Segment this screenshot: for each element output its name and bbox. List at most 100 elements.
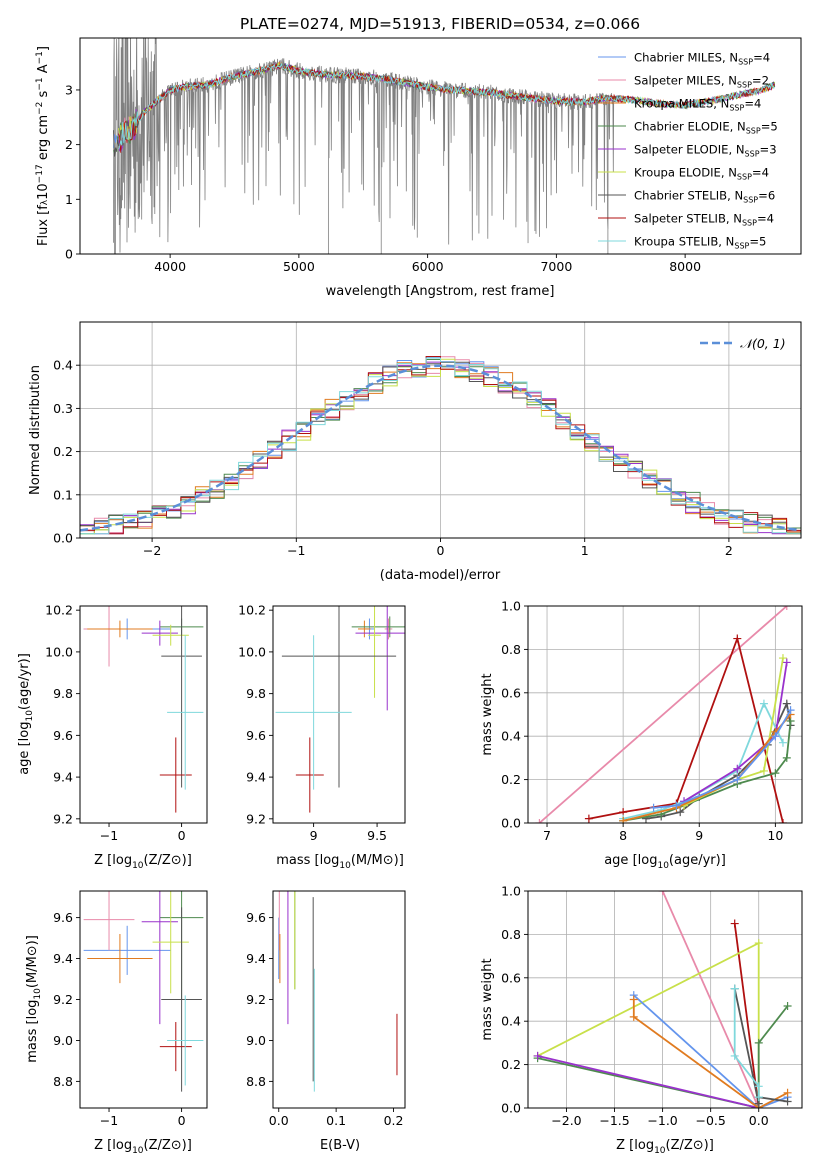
legend-subscript: SSP	[737, 81, 752, 90]
errorbar-salpeter-stelib	[295, 737, 324, 813]
x-tick-label: 4000	[154, 259, 186, 274]
legend-subscript: SSP	[734, 242, 749, 251]
histogram-salpeter-stelib	[80, 356, 801, 535]
y-tick-label: 9.6	[53, 728, 73, 743]
y-axis-label-part: Flux [f	[36, 205, 51, 246]
y-tick-label: 0.8	[501, 642, 521, 657]
x-tick-label: 5000	[283, 259, 315, 274]
errorbar-salpeter-elodie	[141, 891, 178, 1025]
weight-series-salpeter-elodie	[533, 1051, 763, 1108]
weight-marker	[782, 658, 791, 667]
y-axis-label: age [log10(age/yr)]	[17, 653, 35, 775]
legend-name: Kroupa STELIB, N	[634, 235, 734, 249]
y-axis-label-part: −2	[35, 102, 45, 115]
x-axis-label: mass [log10(M/M⊙)]	[276, 853, 404, 871]
axes: −2.0 −1.5 −1.0 −0.5 0.0 0.0 0.2 0.4 0.6 0.8 1.0 mas…	[480, 884, 803, 1156]
legend-entry-kroupa-miles: Kroupa MILES, NSSP=4	[598, 97, 761, 113]
y-tick-label: 0.2	[501, 772, 521, 787]
axes-frame	[79, 37, 802, 255]
x-tick-label: 2	[725, 543, 733, 558]
weight-line	[622, 713, 792, 822]
y-tick-label: 9.6	[246, 728, 266, 743]
panel-mass_weight_vs_Z: −2.0 −1.5 −1.0 −0.5 0.0 0.0 0.2 0.4 0.6 0.8 1.0 mas…	[480, 884, 803, 1156]
y-axis-label-part: 10	[36, 183, 51, 200]
y-tick-label: 9.6	[53, 910, 73, 925]
errorbar-salpeter-stelib	[159, 1022, 192, 1072]
weight-marker	[778, 738, 787, 747]
weight-marker	[754, 1038, 763, 1047]
axes-frame	[527, 890, 803, 1109]
legend-name: Salpeter ELODIE, N	[634, 143, 745, 157]
x-tick-label: −1	[100, 1113, 118, 1128]
panel-mass_weight_vs_age: 7 8 9 10 0.0 0.2 0.4 0.6 0.8 1.0 mass weight age [l…	[480, 599, 803, 871]
x-axis-label: wavelength [Angstrom, rest frame]	[326, 284, 555, 299]
observed-spectrum	[113, 38, 615, 254]
y-axis-label: Normed distribution	[28, 365, 43, 495]
legend-entry-salpeter-stelib: Salpeter STELIB, NSSP=4	[598, 212, 774, 228]
legend-subscript: SSP	[738, 58, 753, 67]
plot-area	[80, 322, 801, 538]
weight-marker	[730, 984, 739, 993]
weight-marker	[584, 814, 593, 823]
gaussian-reference-curve	[80, 364, 801, 532]
y-axis-label: Flux [fλ10−17 erg cm−2 s−1 A−1]	[35, 46, 51, 246]
y-tick-label: 10.2	[238, 603, 266, 618]
y-axis-label-part: −1	[35, 77, 45, 90]
x-tick-label: 9.5	[367, 828, 387, 843]
panel-mass_vs_ebv: 0.0 0.1 0.2 8.8 9.0 9.2 9.4 9.6 E(B-V)	[246, 890, 406, 1153]
y-axis-label: mass [log10(M/M⊙)]	[25, 935, 43, 1063]
legend-entry-chabrier-miles: Chabrier MILES, NSSP=4	[598, 51, 770, 67]
legend-name: Kroupa ELODIE, N	[634, 166, 737, 180]
figure-title: PLATE=0274, MJD=51913, FIBERID=0534, z=0…	[240, 15, 640, 33]
axes: 7 8 9 10 0.0 0.2 0.4 0.6 0.8 1.0 mass weight age [l…	[480, 599, 803, 871]
errorbar-kroupa-miles	[87, 933, 153, 984]
y-tick-label: 9.8	[53, 686, 73, 701]
errorbar-kroupa-elodie	[152, 891, 189, 994]
x-axis-label: Z [log10(Z/Z⊙)]	[94, 1138, 192, 1156]
label-subscript: 10	[654, 1146, 666, 1156]
legend-label: Chabrier ELODIE, NSSP=5	[634, 120, 778, 136]
legend-count: =4	[753, 51, 770, 65]
label-text-end: (M/M⊙)]	[351, 853, 404, 868]
y-tick-label: 9.4	[246, 770, 266, 785]
x-tick-label: 9	[310, 828, 318, 843]
weight-line	[622, 701, 784, 820]
y-axis-label-part: erg cm	[36, 115, 51, 164]
weight-marker	[730, 919, 739, 928]
plot-area	[83, 891, 204, 1092]
x-tick-label: −1.5	[599, 1113, 629, 1128]
legend-name: Chabrier MILES, N	[634, 51, 738, 65]
x-tick-label: 0	[437, 543, 445, 558]
model-spectrum-kroupa-stelib	[118, 62, 775, 150]
weight-series-salpeter-miles	[535, 606, 791, 823]
weight-line	[537, 1055, 759, 1108]
y-tick-label: 1	[65, 192, 73, 207]
weight-marker	[629, 995, 638, 1004]
y-tick-label: 9.2	[53, 811, 73, 826]
legend-entry-salpeter-miles: Salpeter MILES, NSSP=2	[598, 74, 769, 90]
x-tick-label: 0	[178, 1113, 186, 1128]
panel-mass_vs_Z: −1 08.89.09.29.49.6Z [log10(Z/Z⊙)]mass [l…	[25, 890, 208, 1156]
weight-marker	[533, 1051, 542, 1060]
y-tick-label: 9.4	[246, 951, 266, 966]
y-tick-label: 9.2	[246, 992, 266, 1007]
panel-residuals: −2 −1 0 1 2 0.0 0.1 0.2 0.3 0.4 (data-model)/error…	[28, 321, 802, 583]
y-tick-label: 0.2	[53, 444, 73, 459]
legend-subscript: SSP	[737, 173, 752, 182]
weight-marker	[658, 891, 667, 895]
y-axis-label-part: λ	[40, 199, 50, 205]
y-tick-label: 9.0	[246, 1033, 266, 1048]
weight-marker	[619, 816, 628, 823]
legend-subscript: SSP	[729, 104, 744, 113]
axes: −1 08.89.09.29.49.6Z [log10(Z/Z⊙)]mass [l…	[25, 890, 208, 1156]
label-subscript: 10	[25, 710, 35, 722]
y-tick-label: 0.4	[501, 729, 521, 744]
label-text-end: (Z/Z⊙)]	[144, 853, 192, 868]
legend-count: =2	[752, 74, 769, 88]
legend-label: Chabrier STELIB, NSSP=6	[634, 189, 775, 205]
legend-entry-kroupa-stelib: Kroupa STELIB, NSSP=5	[598, 235, 766, 251]
weight-marker	[730, 1051, 739, 1060]
x-tick-label: −0.5	[695, 1113, 725, 1128]
